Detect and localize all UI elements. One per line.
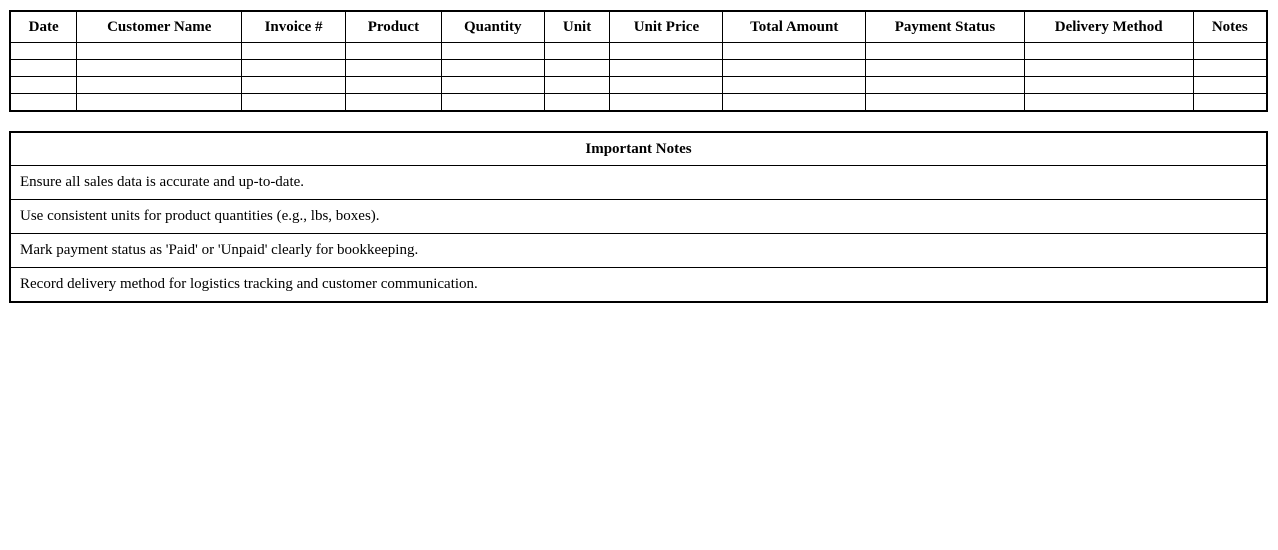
sales-table-cell <box>344 59 442 77</box>
sales-table-cell <box>609 76 724 94</box>
sales-table-cell <box>543 76 611 94</box>
column-header-date: Date <box>9 10 78 43</box>
sales-table-cell <box>543 59 611 77</box>
column-header-unit-price: Unit Price <box>609 10 724 43</box>
sales-table-cell <box>76 59 243 77</box>
sales-table-cell <box>1192 59 1268 77</box>
sales-table-cell <box>1023 93 1194 112</box>
sales-table-cell <box>241 76 346 94</box>
sales-table-row <box>9 76 1268 94</box>
note-row: Record delivery method for logistics tra… <box>9 267 1268 303</box>
sales-table-row <box>9 93 1268 112</box>
sales-table-cell <box>76 93 243 112</box>
sales-table-cell <box>865 93 1025 112</box>
sales-table-cell <box>1023 42 1194 60</box>
note-item: Record delivery method for logistics tra… <box>9 267 1268 303</box>
note-item: Ensure all sales data is accurate and up… <box>9 165 1268 200</box>
sales-table-cell <box>1192 42 1268 60</box>
important-notes-title: Important Notes <box>9 131 1268 166</box>
sales-table-cell <box>865 42 1025 60</box>
sales-table-cell <box>865 76 1025 94</box>
sales-table-cell <box>609 42 724 60</box>
sales-table-cell <box>344 93 442 112</box>
sales-table-cell <box>344 76 442 94</box>
sales-table-cell <box>543 42 611 60</box>
column-header-unit: Unit <box>543 10 611 43</box>
sales-table-cell <box>1192 93 1268 112</box>
sales-table-cell <box>241 59 346 77</box>
column-header-quantity: Quantity <box>440 10 545 43</box>
sales-table-row <box>9 59 1268 77</box>
sales-table-cell <box>241 42 346 60</box>
sales-table-cell <box>9 59 78 77</box>
note-item: Use consistent units for product quantit… <box>9 199 1268 234</box>
sales-table-cell <box>865 59 1025 77</box>
sales-table-cell <box>722 93 867 112</box>
sales-table-cell <box>344 42 442 60</box>
sales-table-cell <box>440 93 545 112</box>
note-row: Mark payment status as 'Paid' or 'Unpaid… <box>9 233 1268 268</box>
sales-table-cell <box>9 76 78 94</box>
sales-table-cell <box>440 59 545 77</box>
sales-table-cell <box>609 59 724 77</box>
sales-table-cell <box>722 42 867 60</box>
note-row: Ensure all sales data is accurate and up… <box>9 165 1268 200</box>
sales-table-row <box>9 42 1268 60</box>
sales-table-cell <box>76 42 243 60</box>
sales-table-cell <box>9 42 78 60</box>
sales-table-cell <box>722 59 867 77</box>
sales-table-cell <box>440 76 545 94</box>
sales-table-cell <box>241 93 346 112</box>
sales-table-cell <box>440 42 545 60</box>
note-item: Mark payment status as 'Paid' or 'Unpaid… <box>9 233 1268 268</box>
sales-record-table: Date Customer Name Invoice # Product Quantit… <box>9 10 1268 112</box>
sales-table-cell <box>543 93 611 112</box>
column-header-notes: Notes <box>1192 10 1268 43</box>
column-header-payment-status: Payment Status <box>865 10 1025 43</box>
important-notes-table: Important Notes Ensure all sales data is… <box>9 131 1268 303</box>
column-header-invoice: Invoice # <box>241 10 346 43</box>
important-notes-body: Ensure all sales data is accurate and up… <box>9 165 1268 303</box>
sales-table-cell <box>722 76 867 94</box>
column-header-customer-name: Customer Name <box>76 10 243 43</box>
sales-table-cell <box>1023 76 1194 94</box>
sales-table-cell <box>1192 76 1268 94</box>
column-header-product: Product <box>344 10 442 43</box>
note-row: Use consistent units for product quantit… <box>9 199 1268 234</box>
sales-table-cell <box>76 76 243 94</box>
sales-table-header-row: Date Customer Name Invoice # Product Quantit… <box>9 10 1268 43</box>
sales-table-cell <box>1023 59 1194 77</box>
sales-table-body <box>9 42 1268 112</box>
column-header-delivery-method: Delivery Method <box>1023 10 1194 43</box>
sales-table-cell <box>9 93 78 112</box>
column-header-total-amount: Total Amount <box>722 10 867 43</box>
important-notes-header-row: Important Notes <box>9 131 1268 166</box>
sales-table-cell <box>609 93 724 112</box>
